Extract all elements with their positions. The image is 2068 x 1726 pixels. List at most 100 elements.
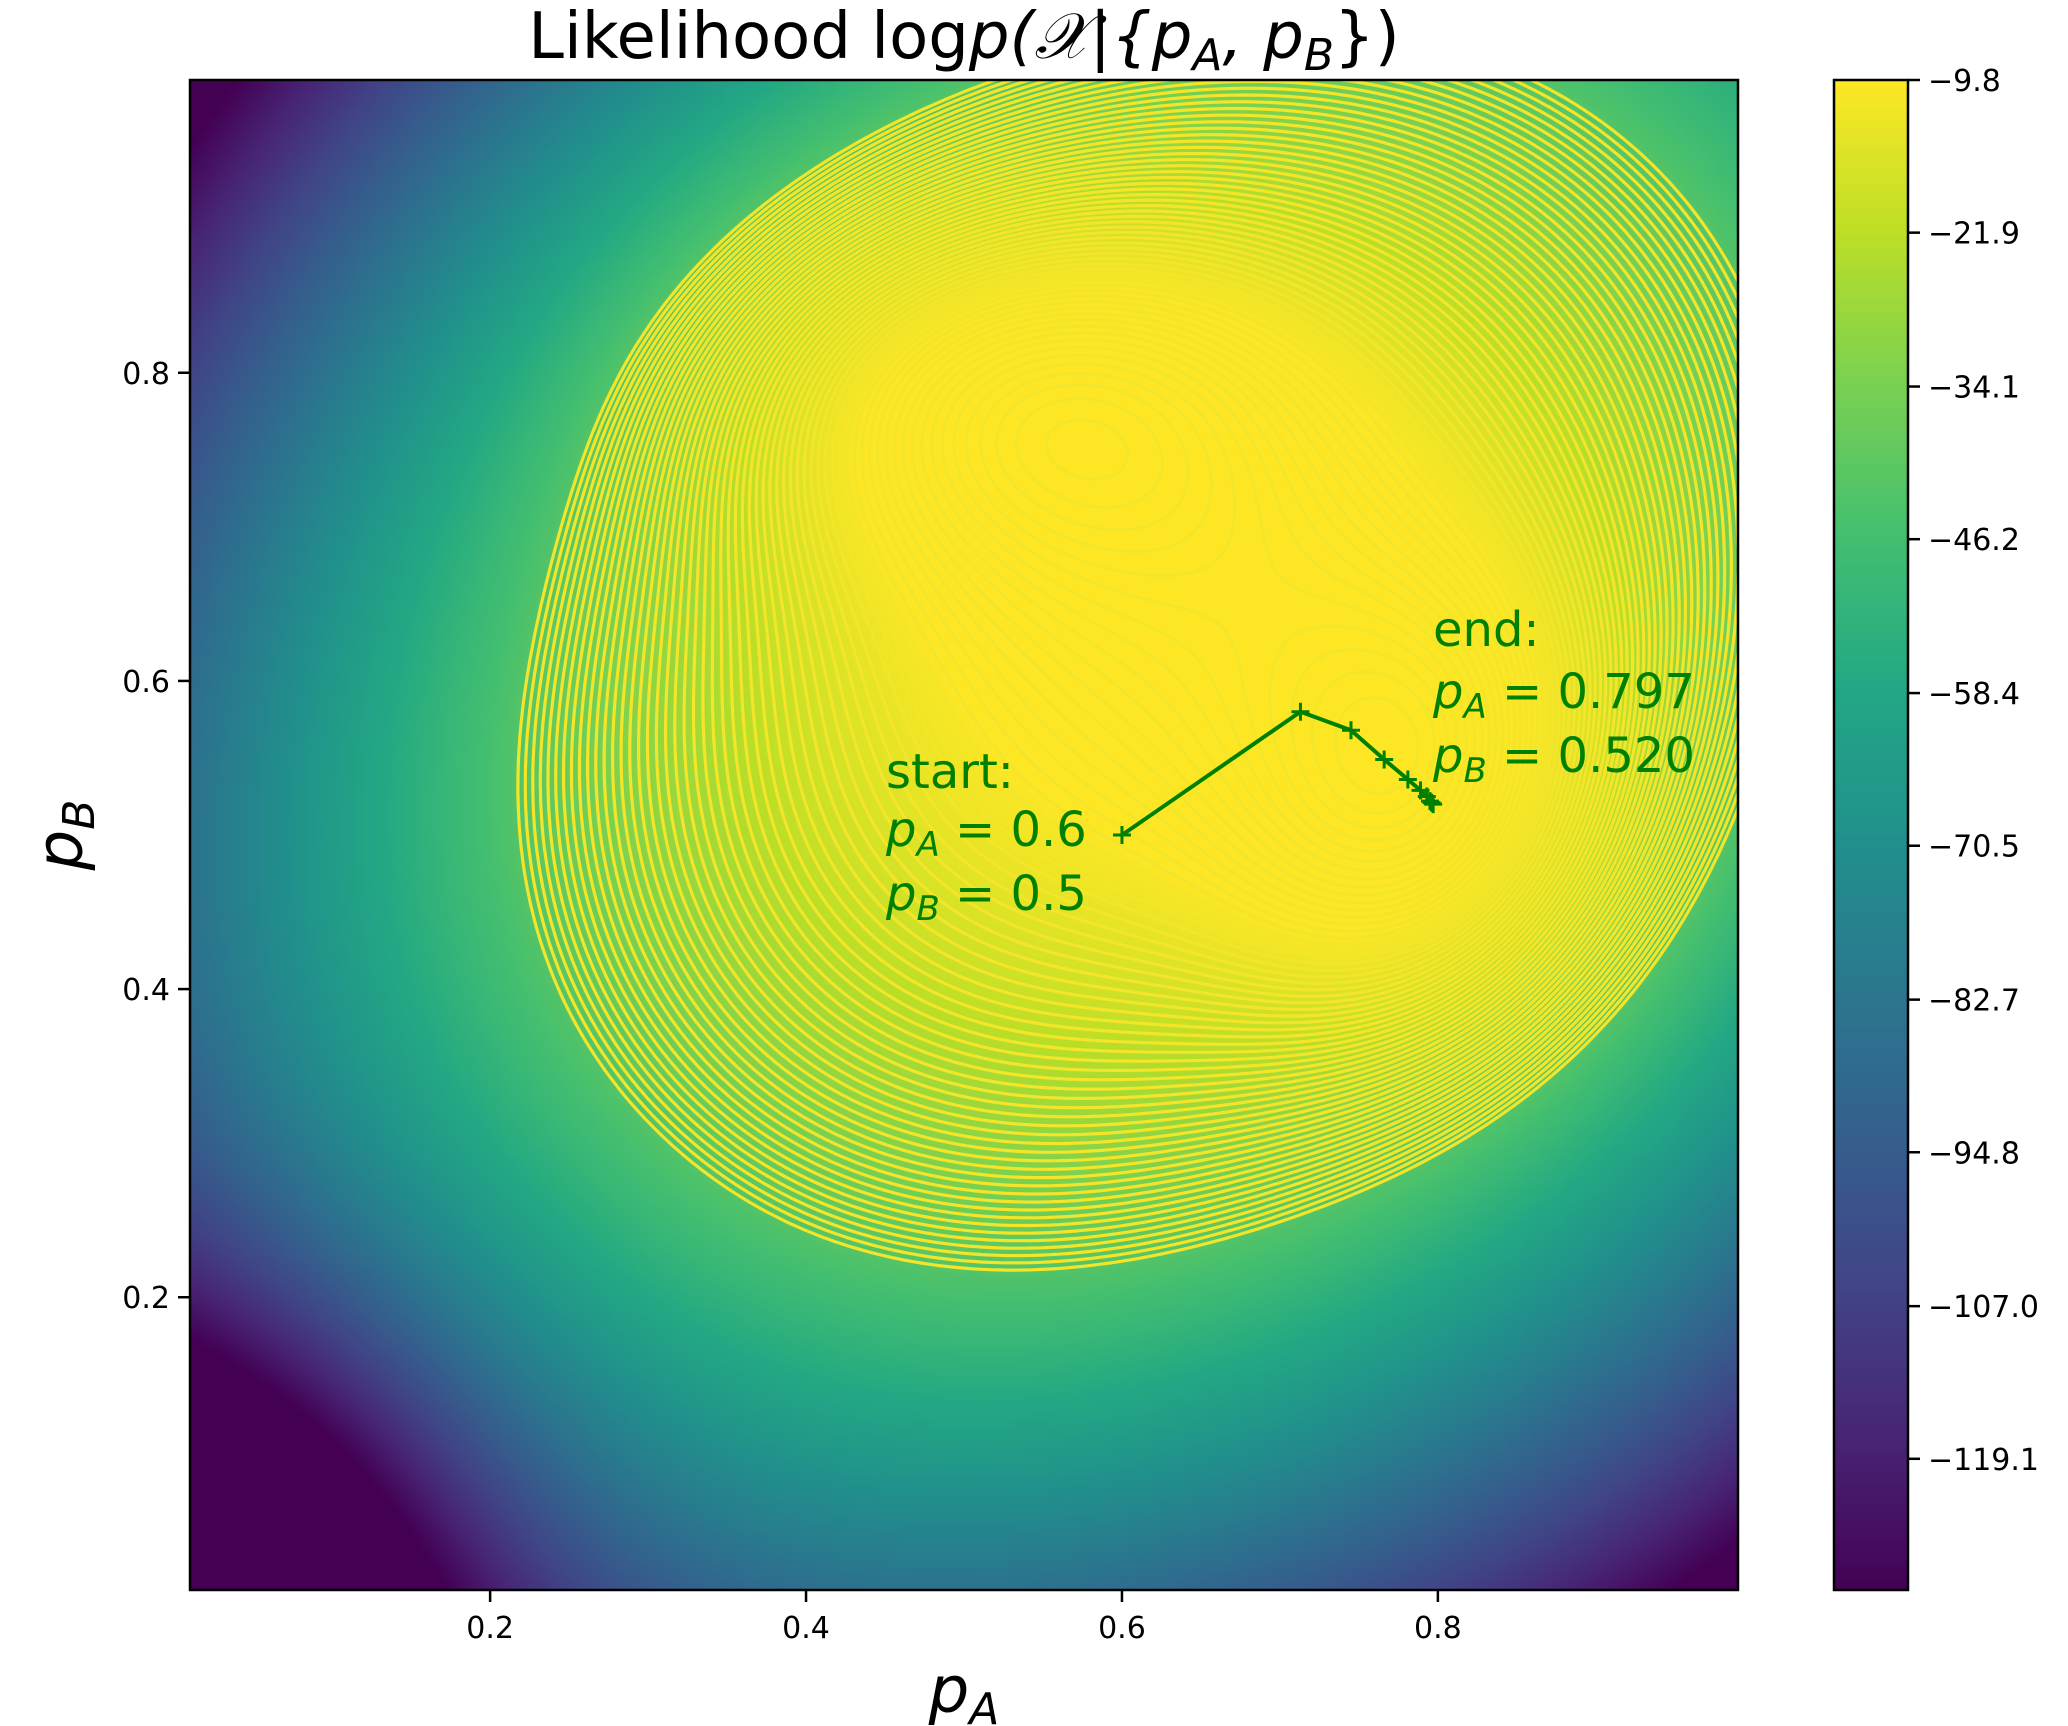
contour-line [682,158,1663,1110]
contour-line [788,236,1587,998]
contour-line [701,170,1651,1091]
contour-line [628,120,1700,1163]
contour-line [868,294,1529,926]
contour-line [538,80,1738,1250]
path-point-marker [1375,750,1394,769]
contour-line [901,318,1505,897]
contour-line [619,113,1707,1171]
path-point-marker [1424,795,1443,814]
x-tick-label: 0.4 [782,1611,830,1646]
contour-line [594,93,1727,1196]
contour-line [920,331,1492,881]
contour-line [802,246,1577,985]
contour-line [523,80,1738,1265]
contour-line [795,241,1582,992]
contour-line [569,80,1738,1220]
contour-line [602,100,1720,1188]
contour-line [852,283,1540,940]
y-axis-label: pB [24,800,105,872]
contour-line [761,214,1608,1025]
contour-line [673,152,1669,1119]
contour-line [930,338,1484,873]
contour-line [577,80,1738,1212]
y-tick-label: 0.4 [122,973,170,1008]
x-axis-ticks: 0.2 0.4 0.6 0.8 [466,1590,1462,1646]
contour-line [747,204,1618,1039]
x-tick-label: 0.2 [466,1611,514,1646]
contour-line [781,230,1592,1005]
colorbar-tick-label: −46.2 [1928,523,2020,558]
contour-line [691,164,1657,1100]
contour-line [719,181,1640,1072]
contour-line [940,345,1477,863]
y-tick-label: 0.6 [122,665,170,700]
contour-line [637,126,1694,1154]
contour-line [586,86,1733,1204]
contour-line [611,106,1713,1180]
contour-line [663,145,1675,1128]
contour-lines [516,80,1738,1272]
contour-line [978,371,1449,830]
contour-line [964,362,1459,842]
path-point-marker [1420,792,1439,811]
colorbar: −9.8 −21.9 −34.1 −46.2 −58.4 −70.5 −82.7 −94.8 −… [1832,64,2039,1592]
colorbar-gradient [1832,78,1910,1592]
colorbar-ticks: −9.8 −21.9 −34.1 −46.2 −58.4 −70.5 −82.7 −94.8 −… [1908,64,2039,1478]
plot-area [188,78,1740,1592]
contour-line [554,80,1738,1235]
contour-line [892,312,1511,905]
contour-line [733,193,1629,1054]
chart-title: Likelihood logp(𝒳|{pA, pB}) [528,0,1399,81]
contour-line [845,278,1545,947]
plot-frame [188,78,1740,1592]
colorbar-tick-label: −58.4 [1928,677,2020,712]
y-axis-ticks: 0.2 0.4 0.6 0.8 [122,357,190,1316]
contour-line [876,300,1523,919]
colorbar-tick-label: −82.7 [1928,984,2020,1019]
path-point-marker [1112,826,1131,844]
contour-line [654,139,1681,1137]
end-annotation-title: end: [1433,602,1540,658]
start-annotation-title: start: [886,744,1014,800]
colorbar-tick-label: −9.8 [1928,64,2001,99]
y-tick-label: 0.8 [122,357,170,392]
contour-line [710,175,1646,1082]
contour-line [561,80,1738,1228]
contour-line [823,262,1561,966]
colorbar-tick-label: −34.1 [1928,371,2020,406]
optimization-path [1112,702,1443,844]
contour-line [754,209,1613,1032]
y-tick-label: 0.2 [122,1281,170,1316]
contour-line [775,225,1597,1011]
start-annotation: start: pA = 0.6 pB = 0.5 [885,744,1102,929]
contour-line [768,220,1603,1018]
x-tick-label: 0.6 [1098,1611,1146,1646]
path-point-marker [1422,793,1441,812]
contour-line [860,288,1534,933]
x-axis-label: pA [928,1654,1000,1726]
contour-line [830,267,1556,960]
colorbar-tick-label: −21.9 [1928,217,2020,252]
contour-line [516,80,1738,1272]
contour-line [740,198,1624,1046]
contour-line [531,80,1738,1258]
contour-line [645,133,1687,1146]
end-annotation: end: pA = 0.797 pB = 0.520 [1432,602,1710,791]
contour-line [910,324,1498,889]
colorbar-tick-label: −119.1 [1928,1443,2039,1478]
contour-line [726,187,1635,1063]
colorbar-tick-label: −94.8 [1928,1136,2020,1171]
contour-line [809,251,1571,979]
contour-line [837,272,1550,953]
path-point-marker [1342,721,1360,740]
contour-line [994,383,1437,815]
contour-line [952,353,1468,853]
x-tick-label: 0.8 [1414,1611,1462,1646]
contour-line [1045,418,1129,481]
path-point-marker [1398,770,1417,789]
contour-line [816,256,1566,973]
contour-line [884,306,1517,912]
colorbar-tick-label: −70.5 [1928,830,2020,865]
colorbar-tick-label: −107.0 [1928,1290,2039,1325]
